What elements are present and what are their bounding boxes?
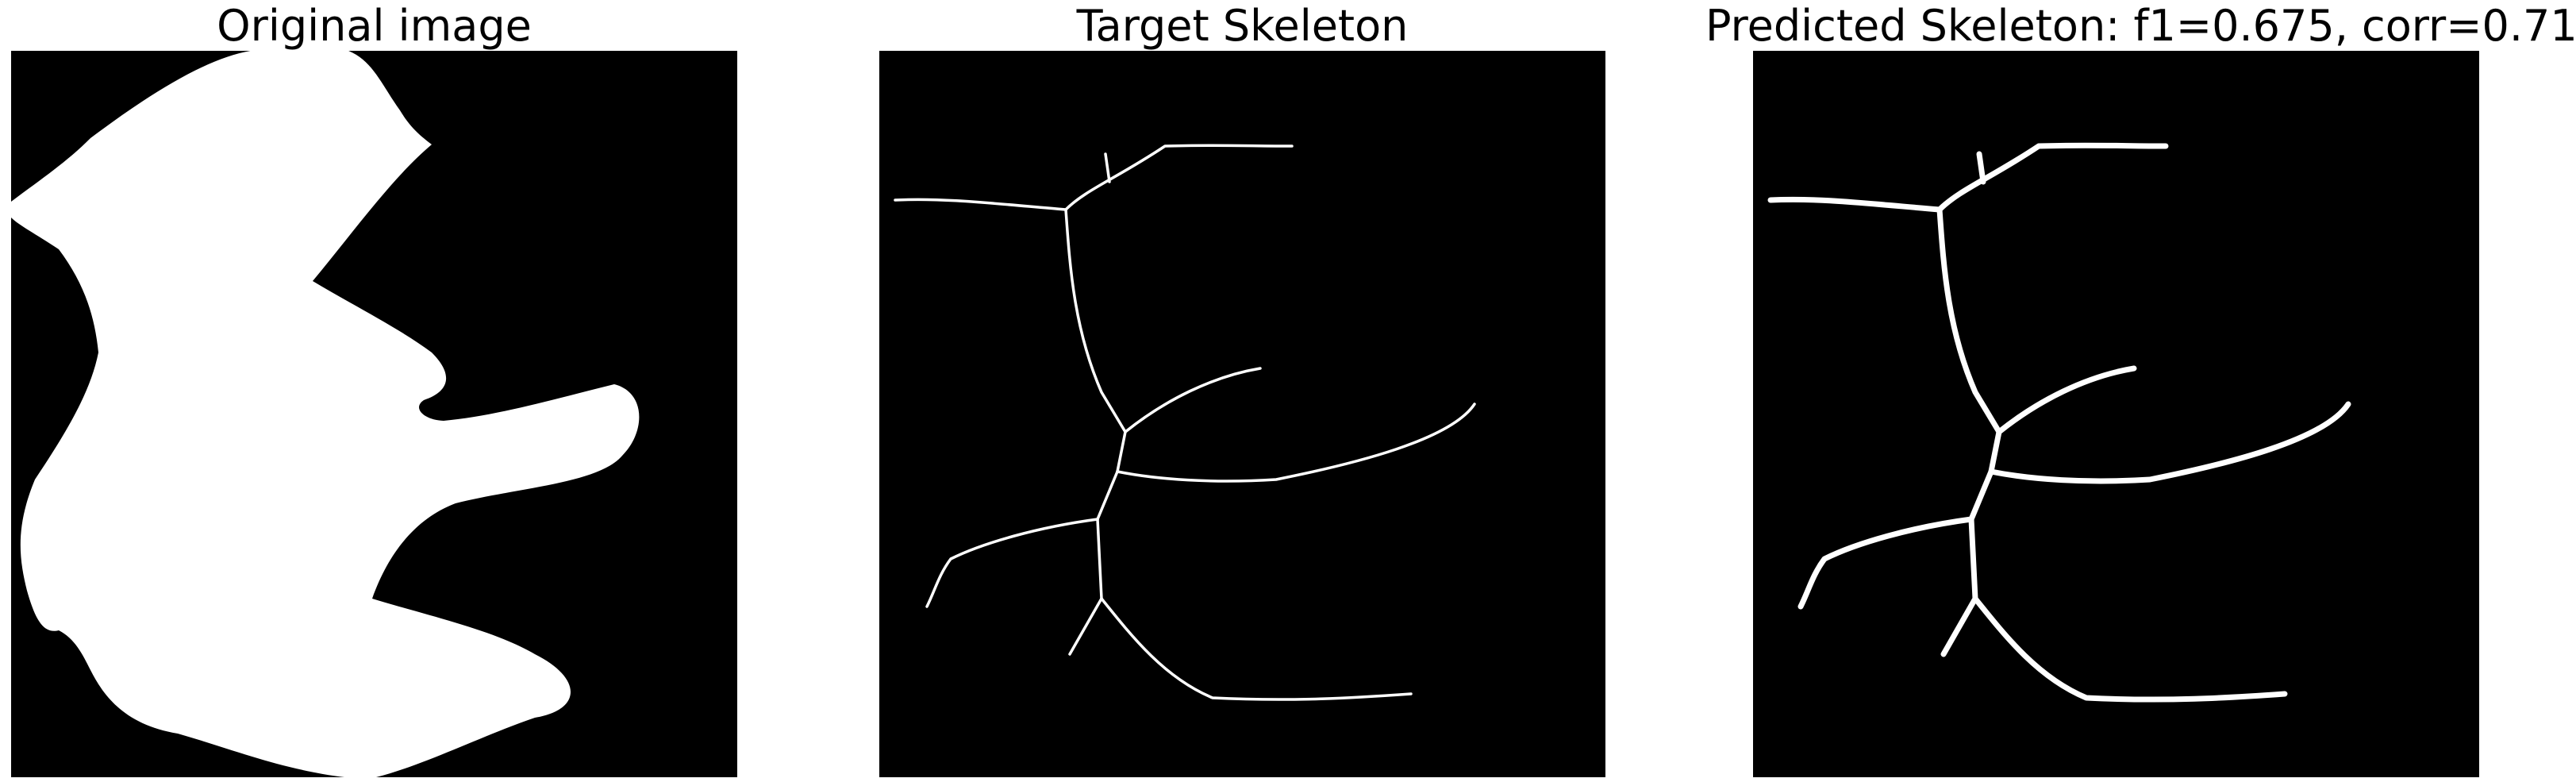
original-image <box>11 51 737 777</box>
skeleton-lines <box>894 144 1476 701</box>
predicted-skeleton <box>1753 51 2479 777</box>
panel-title-target: Target Skeleton <box>1076 1 1409 51</box>
panel-predicted: Predicted Skeleton: f1=0.675, corr=0.713 <box>1705 0 2576 782</box>
panel-title-original: Original image <box>217 1 532 51</box>
skeleton-lines <box>1767 142 2351 703</box>
panel-target: Target Skeleton <box>879 0 1605 782</box>
panel-original: Original image <box>11 0 737 782</box>
white-shape <box>11 51 640 777</box>
target-skeleton <box>879 51 1605 777</box>
panel-title-predicted: Predicted Skeleton: f1=0.675, corr=0.713 <box>1705 1 2576 51</box>
